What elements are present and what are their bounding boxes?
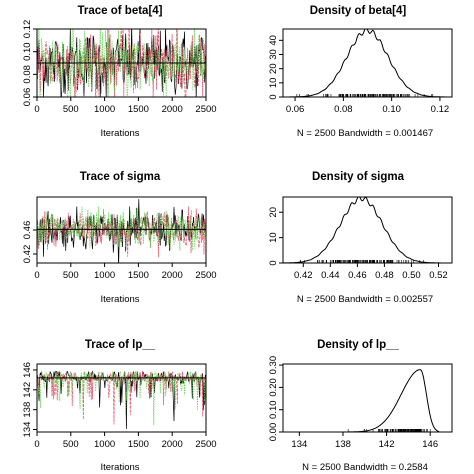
x-tick-label: 0.50 [402,270,421,281]
x-axis-label: Iterations [100,128,139,139]
y-tick-label: 40 [268,35,279,46]
x-tick-label: 0.46 [348,270,367,281]
plot-area: 134 138 142 146 0.00 0.10 0.20 0.30 [268,356,453,450]
x-tick-label: 500 [63,104,79,115]
panel-density-lp: Density of lp__ 134 138 142 146 0.00 0.10 0.20… [268,339,453,473]
plot-area: 0.06 0.08 0.10 0.12 0 10 20 30 40 [268,28,453,115]
plot-frame [282,196,453,264]
y-tick-label: 30 [268,49,279,60]
y-tick-label: 20 [268,63,279,74]
x-axis-label: N = 2500 Bandwidth = 0.2584 [302,462,428,473]
x-tick-label: 0.44 [321,270,340,281]
plot-area: 0 500 1000 1500 2000 2500 134 138 142 146 [22,362,217,450]
y-tick-label: 0.20 [268,378,279,397]
y-tick-label: 0.10 [268,400,279,419]
x-tick-label: 2000 [162,270,183,281]
y-tick-label: 134 [22,422,33,438]
x-tick-label: 0 [34,104,39,115]
y-tick-label: 0.06 [22,88,33,107]
x-tick-label: 500 [63,439,79,450]
y-tick-label: 0.12 [22,20,33,39]
x-tick-label: 0 [34,439,39,450]
panel-title: Density of lp__ [317,339,399,351]
x-axis-label: Iterations [100,294,139,305]
y-tick-label: 0.10 [22,42,33,61]
x-tick-label: 2500 [195,270,216,281]
density-curve [283,369,452,432]
data-series-group [37,29,206,97]
plot-area: 0.42 0.44 0.46 0.48 0.50 0.52 0 10 20 [268,196,453,281]
y-tick-label: 20 [268,207,279,218]
x-tick-label: 2500 [195,439,216,450]
panel-title: Trace of beta[4] [78,5,163,17]
y-tick-label: 0.42 [22,245,33,264]
density-curve [283,29,452,97]
y-tick-label: 0.46 [22,221,33,240]
panel-title: Density of sigma [312,171,405,183]
trace-series-2 [37,370,206,425]
x-tick-label: 0.52 [429,270,448,281]
x-tick-label: 2500 [195,104,216,115]
x-tick-label: 142 [379,439,395,450]
y-tick-label: 142 [22,382,33,398]
x-tick-label: 2000 [162,104,183,115]
data-series-group [283,29,452,97]
x-tick-label: 1000 [94,270,115,281]
x-axis-label: N = 2500 Bandwidth = 0.002557 [297,294,433,305]
y-tick-label: 0.00 [268,423,279,442]
data-series-group [283,197,452,263]
y-tick-label: 0.08 [22,65,33,84]
x-tick-label: 2000 [162,439,183,450]
y-tick-label: 146 [22,362,33,378]
y-tick-label: 10 [268,232,279,243]
x-tick-label: 0.08 [334,104,353,115]
x-tick-label: 1500 [128,104,149,115]
panel-trace-sigma: Trace of sigma 0 500 1000 1500 2000 25000.420… [22,171,217,305]
x-tick-label: 0 [34,270,39,281]
x-tick-label: 134 [291,439,307,450]
y-tick-label: 10 [268,78,279,89]
x-axis-label: Iterations [100,462,139,473]
panel-density-sigma: Density of sigma 0.42 0.44 0.46 0.48 0.50 0.5… [268,171,453,305]
y-tick-label: 138 [22,402,33,418]
x-tick-label: 138 [335,439,351,450]
x-tick-label: 0.48 [375,270,394,281]
y-tick-label: 0 [268,94,279,99]
y-tick-label: 0.30 [268,356,279,375]
plot-area: 0 500 1000 1500 2000 2500 0.06 0.08 0.10 0.12 [22,20,217,115]
data-series-group [283,369,452,432]
x-tick-label: 1000 [94,104,115,115]
x-tick-label: 1000 [94,439,115,450]
trace-series-3 [37,29,206,97]
plot-frame [282,363,453,433]
plot-area: 0 500 1000 1500 2000 2500 0.42 0.46 [22,196,217,281]
panel-title: Density of beta[4] [310,5,407,17]
trace-series-3 [37,370,206,426]
x-tick-label: 0.12 [431,104,450,115]
density-curve [283,197,452,263]
data-series-group [37,370,206,430]
x-tick-label: 0.42 [294,270,313,281]
x-tick-label: 0.06 [286,104,305,115]
x-tick-label: 146 [422,439,438,450]
x-axis-label: N = 2500 Bandwidth = 0.001467 [297,128,433,139]
panel-title: Trace of sigma [80,171,161,183]
panel-title: Trace of lp__ [85,339,156,351]
x-tick-label: 0.10 [382,104,401,115]
x-tick-label: 1500 [128,270,149,281]
panel-trace-beta4: Trace of beta[4] 0 500 1000 1500 2000 2500 0.0… [22,5,217,139]
y-tick-label: 0 [268,260,279,265]
panel-trace-lp: Trace of lp__ 0 500 1000 1500 2000 2500 134 138… [22,339,217,473]
plot-frame [36,28,207,98]
data-series-group [37,199,206,263]
x-tick-label: 1500 [128,439,149,450]
x-tick-label: 500 [63,270,79,281]
trace-series-2 [37,29,206,97]
plot-frame [282,28,453,98]
panel-density-beta4: Density of beta[4] 0.06 0.08 0.10 0.12 0 10 20… [268,5,453,139]
plot-frame [36,363,207,433]
